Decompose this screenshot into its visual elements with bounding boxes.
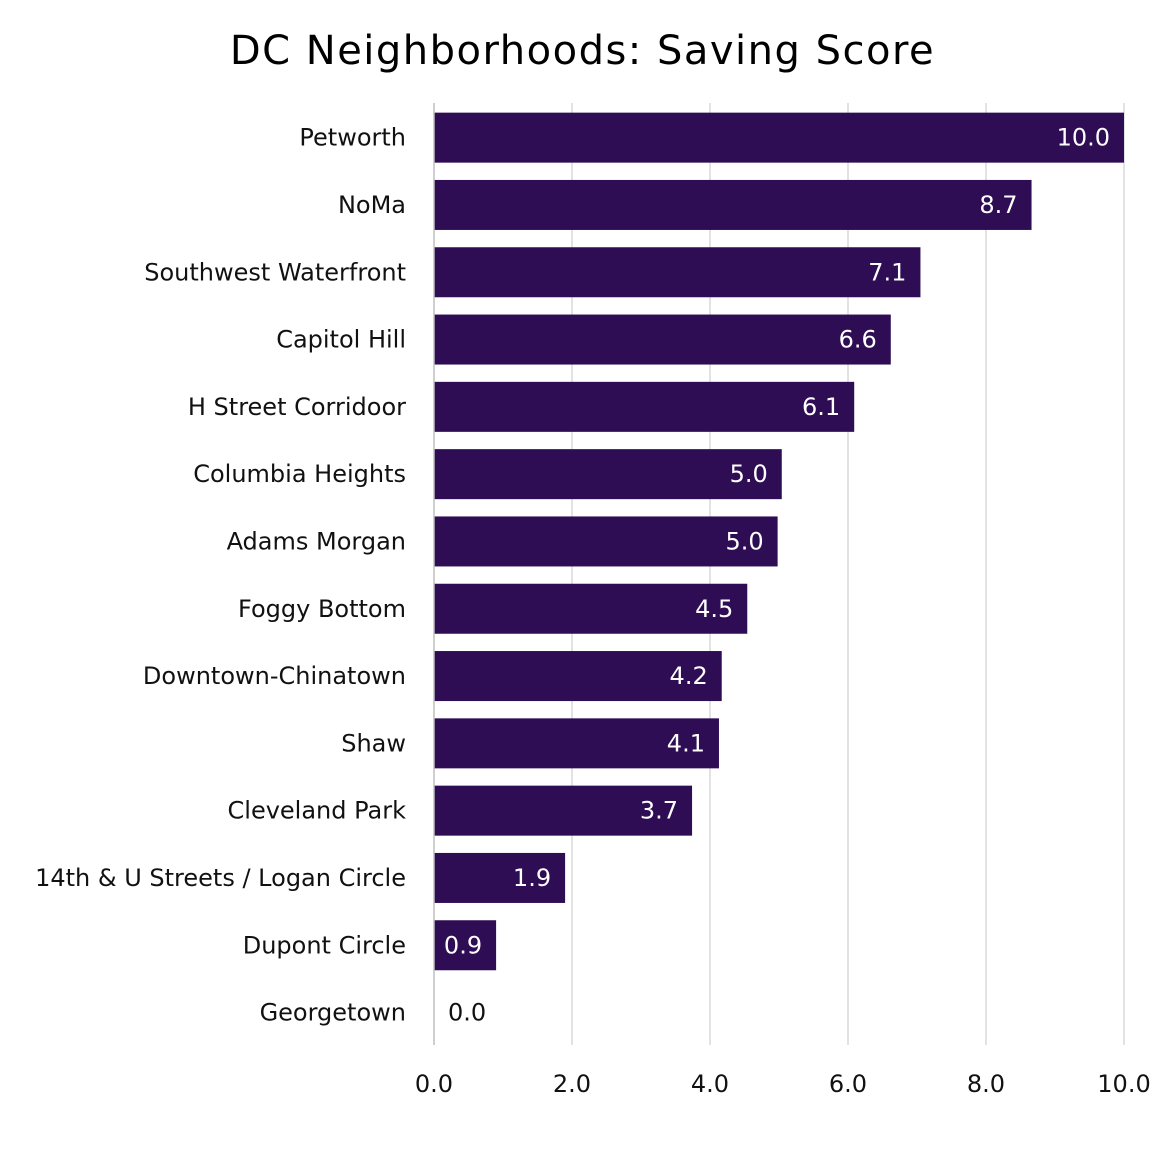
category-label: H Street Corridoor [188, 393, 406, 421]
bar [434, 112, 1124, 163]
value-labels: 10.0 8.7 7.1 6.6 6.1 5.0 5.0 4.5 4.2 4.1 3.7 1.9 0.9… [444, 124, 1110, 1027]
x-tick-label: 4.0 [691, 1070, 729, 1098]
value-label: 8.7 [979, 191, 1017, 219]
category-label: NoMa [338, 191, 406, 219]
bar [434, 381, 855, 432]
bar [434, 314, 891, 365]
x-tick-label: 8.0 [967, 1070, 1005, 1098]
category-label: Petworth [299, 124, 406, 152]
bar [434, 179, 1032, 230]
value-label: 3.7 [640, 797, 678, 825]
bar [434, 651, 722, 702]
x-tick-label: 10.0 [1097, 1070, 1150, 1098]
category-label: Adams Morgan [227, 527, 406, 555]
value-label: 10.0 [1057, 124, 1110, 152]
value-label: 6.1 [802, 393, 840, 421]
bars [434, 112, 1124, 971]
value-label: 6.6 [839, 326, 877, 354]
category-label: Downtown-Chinatown [143, 662, 406, 690]
value-label: 7.1 [868, 258, 906, 286]
x-tick-label: 0.0 [415, 1070, 453, 1098]
value-label: 5.0 [730, 460, 768, 488]
category-label: Cleveland Park [228, 797, 407, 825]
value-label: 0.0 [448, 999, 486, 1027]
value-label: 4.2 [670, 662, 708, 690]
x-tick-label: 6.0 [829, 1070, 867, 1098]
x-axis-ticks: 0.0 2.0 4.0 6.0 8.0 10.0 [415, 1070, 1151, 1098]
category-labels: Petworth NoMa Southwest Waterfront Capitol … [35, 124, 406, 1027]
value-label: 4.5 [695, 595, 733, 623]
gridlines [571, 103, 1125, 1045]
category-label: Columbia Heights [193, 460, 406, 488]
category-label: Georgetown [260, 999, 406, 1027]
category-label: Shaw [341, 729, 406, 757]
value-label: 4.1 [667, 729, 705, 757]
category-label: Foggy Bottom [238, 595, 406, 623]
category-label: Dupont Circle [243, 931, 406, 959]
category-label: 14th & U Streets / Logan Circle [35, 864, 406, 892]
bar [434, 785, 693, 836]
category-label: Capitol Hill [276, 326, 406, 354]
value-label: 0.9 [444, 931, 482, 959]
bar [434, 247, 921, 298]
x-tick-label: 2.0 [553, 1070, 591, 1098]
bar [434, 516, 778, 567]
value-label: 1.9 [513, 864, 551, 892]
bar [434, 920, 497, 971]
bar [434, 852, 566, 903]
value-label: 5.0 [725, 527, 763, 555]
category-label: Southwest Waterfront [144, 258, 406, 286]
bar [434, 583, 748, 634]
chart-title: DC Neighborhoods: Saving Score [229, 28, 936, 74]
bar [434, 718, 719, 769]
bar [434, 449, 782, 500]
